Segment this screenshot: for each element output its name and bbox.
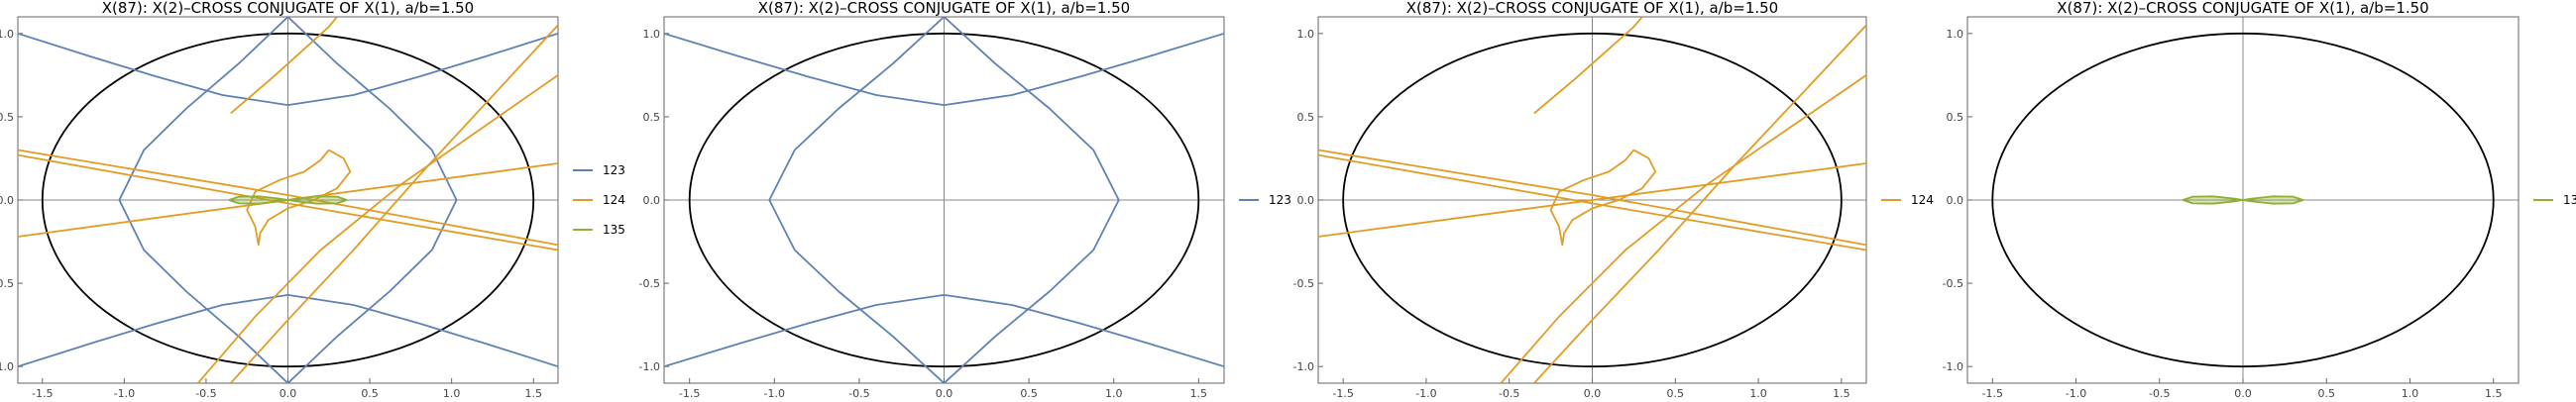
x-tick-label: 0.0: [2234, 387, 2252, 400]
x-tick-label: 0.0: [936, 387, 953, 400]
x-tick-label: -1.0: [1415, 387, 1436, 400]
curve-124-segment-7: [1549, 149, 1657, 247]
y-tick-label: -0.5: [1943, 277, 1963, 290]
curve-124-segment-2: [1318, 153, 1866, 251]
curve-124-segment-7: [246, 149, 352, 247]
x-tick-label: 0.5: [1667, 387, 1685, 400]
x-tick-label: -1.5: [1982, 387, 2003, 400]
legend: 124: [1881, 193, 1934, 207]
x-tick-label: 1.5: [2485, 387, 2503, 400]
curve-123-segment-3: [118, 17, 289, 383]
curve-124-segment-6: [1500, 74, 1866, 383]
y-tick-label: 1.0: [1297, 28, 1315, 41]
x-tick-label: -1.0: [764, 387, 785, 400]
chart-panel-3: X(87): X(2)–CROSS CONJUGATE OF X(1), a/b…: [1293, 0, 1934, 400]
x-tick-label: 1.5: [1190, 387, 1208, 400]
x-tick-label: -1.0: [114, 387, 135, 400]
curve-124-segment-1: [1318, 149, 1866, 247]
ellipse-boundary: [41, 32, 535, 368]
x-tick-label: -1.5: [32, 387, 53, 400]
curve-135-segment-1: [2183, 195, 2304, 205]
x-tick-label: -1.5: [679, 387, 700, 400]
plot-area: [1318, 17, 1866, 383]
chart-panel-4: X(87): X(2)–CROSS CONJUGATE OF X(1), a/b…: [1943, 0, 2576, 400]
curve-124-segment-5: [230, 24, 558, 383]
y-tick-label: 0.5: [643, 111, 661, 124]
legend: 135: [2533, 193, 2576, 207]
legend-label-123: 123: [1269, 193, 1291, 207]
y-tick-label: 0.0: [643, 194, 661, 207]
chart-title: X(87): X(2)–CROSS CONJUGATE OF X(1), a/b…: [1406, 0, 1778, 17]
x-tick-label: 0.5: [1020, 387, 1038, 400]
y-tick-label: -1.0: [639, 360, 660, 373]
chart-title: X(87): X(2)–CROSS CONJUGATE OF X(1), a/b…: [2057, 0, 2428, 17]
chart-title: X(87): X(2)–CROSS CONJUGATE OF X(1), a/b…: [102, 0, 474, 17]
y-tick-label: -0.5: [0, 277, 14, 290]
curve-123-segment-1: [664, 32, 1224, 106]
legend-label-123: 123: [603, 163, 625, 177]
ellipse-boundary: [1342, 32, 1843, 368]
legend-label-124: 124: [603, 193, 625, 207]
curve-124-segment-2: [18, 153, 558, 251]
y-tick-label: 1.0: [1947, 28, 1964, 41]
x-tick-label: 1.0: [1105, 387, 1123, 400]
y-tick-label: 1.0: [0, 28, 14, 41]
y-tick-label: 0.0: [1947, 194, 1964, 207]
legend-label-135: 135: [603, 223, 625, 237]
chart-title: X(87): X(2)–CROSS CONJUGATE OF X(1), a/b…: [758, 0, 1130, 17]
curve-124-segment-6: [197, 74, 558, 383]
y-tick-label: -0.5: [639, 277, 660, 290]
curve-123-segment-3: [768, 17, 946, 383]
x-tick-label: 1.5: [524, 387, 542, 400]
curve-124-segment-4: [230, 17, 338, 115]
y-tick-label: 0.5: [1947, 111, 1964, 124]
x-tick-label: -0.5: [2149, 387, 2170, 400]
plot-area: [1991, 32, 2495, 368]
y-tick-label: 0.5: [1297, 111, 1315, 124]
legend: 123 124 135: [573, 163, 625, 237]
y-tick-label: 0.5: [0, 111, 14, 124]
legend-label-124: 124: [1911, 193, 1934, 207]
x-tick-label: -0.5: [848, 387, 869, 400]
ellipse-boundary: [688, 32, 1200, 368]
y-tick-label: -1.0: [0, 360, 14, 373]
y-tick-label: 0.0: [1297, 194, 1315, 207]
x-tick-label: 0.5: [361, 387, 379, 400]
curve-123-segment-4: [286, 17, 458, 383]
curve-124-segment-4: [1533, 17, 1643, 115]
y-tick-label: -1.0: [1293, 360, 1314, 373]
x-tick-label: 0.5: [2317, 387, 2335, 400]
y-tick-label: -0.5: [1293, 277, 1314, 290]
x-tick-label: -1.0: [2066, 387, 2086, 400]
x-tick-label: -0.5: [1499, 387, 1519, 400]
curve-124-segment-1: [18, 149, 558, 247]
y-tick-label: 0.0: [0, 194, 14, 207]
ellipse-boundary: [1991, 32, 2495, 368]
plot-area: [664, 17, 1224, 383]
x-tick-label: 1.0: [2402, 387, 2419, 400]
curve-123-segment-4: [943, 17, 1120, 383]
chart-panel-1: X(87): X(2)–CROSS CONJUGATE OF X(1), a/b…: [0, 0, 625, 400]
y-tick-label: 1.0: [643, 28, 661, 41]
chart-panel-2: X(87): X(2)–CROSS CONJUGATE OF X(1), a/b…: [639, 0, 1291, 400]
curve-135-segment-1: [228, 195, 348, 205]
curve-123-segment-2: [18, 294, 558, 368]
curve-123-segment-1: [18, 32, 558, 106]
legend: 123: [1239, 193, 1291, 207]
x-tick-label: 0.0: [1584, 387, 1602, 400]
x-tick-label: -1.5: [1332, 387, 1353, 400]
x-tick-label: 1.0: [1749, 387, 1767, 400]
x-tick-label: 1.0: [443, 387, 461, 400]
plot-area: [18, 17, 558, 383]
y-tick-label: -1.0: [1943, 360, 1963, 373]
x-tick-label: -0.5: [195, 387, 216, 400]
legend-label-135: 135: [2563, 193, 2576, 207]
x-tick-label: 0.0: [280, 387, 297, 400]
x-tick-label: 1.5: [1833, 387, 1850, 400]
curve-123-segment-2: [664, 294, 1224, 368]
curve-124-segment-5: [1533, 24, 1866, 383]
curve-124-segment-3: [1318, 162, 1866, 238]
